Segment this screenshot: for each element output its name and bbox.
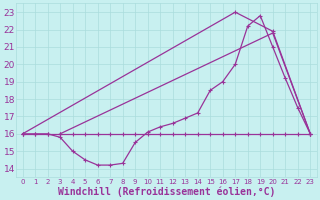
X-axis label: Windchill (Refroidissement éolien,°C): Windchill (Refroidissement éolien,°C) <box>58 186 275 197</box>
